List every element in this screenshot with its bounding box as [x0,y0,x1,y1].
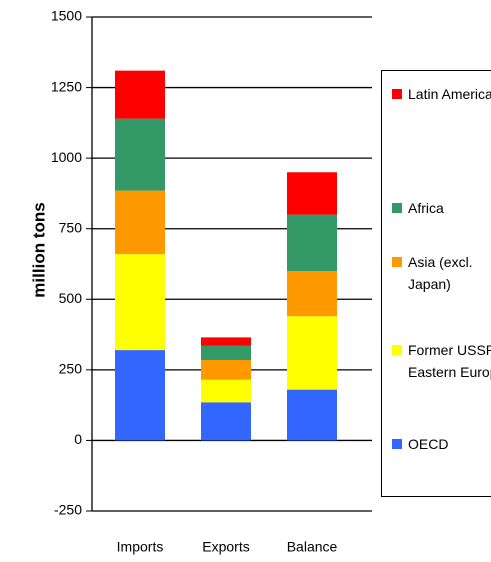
bar-segment [115,350,165,441]
legend-label: Former USSR / Eastern Europe [408,342,491,380]
bar-segment [201,379,251,403]
y-tick-label: 1000 [51,149,82,165]
y-tick-label: 1250 [51,78,82,94]
bar-segment [201,402,251,441]
y-tick-label: 750 [59,219,83,235]
legend-swatch [392,257,402,267]
x-tick-label: Imports [117,539,164,555]
y-axis-title: million tons [29,202,48,297]
legend-label: Africa [408,200,444,216]
bar-segment [115,70,165,119]
legend-swatch [392,203,402,213]
y-tick-label: 1500 [51,8,82,24]
x-tick-label: Exports [202,539,249,555]
legend: OECD Former USSR / Eastern Europe Asia (ex… [381,70,491,497]
bar-segment [115,118,165,191]
y-tick-label: 500 [59,290,83,306]
bar-segment [201,359,251,380]
bar-segment [287,389,337,441]
bar-segment [115,254,165,351]
bar-segment [287,316,337,390]
bar-segment [201,345,251,360]
y-tick-label: 0 [74,431,82,447]
y-tick-label: 250 [59,361,83,377]
x-tick-label: Balance [287,539,338,555]
legend-label: Latin America [408,86,491,102]
bar-segment [201,337,251,346]
bar-segment [287,172,337,215]
y-tick-label: -250 [54,502,82,518]
legend-swatch [392,345,402,355]
legend-label: OECD [408,436,449,452]
bar-segment [115,190,165,255]
bar-segment [287,271,337,317]
bar-segment [287,214,337,272]
legend-swatch [392,439,402,449]
legend-label: Asia (excl. Japan) [408,254,473,292]
legend-swatch [392,89,402,99]
